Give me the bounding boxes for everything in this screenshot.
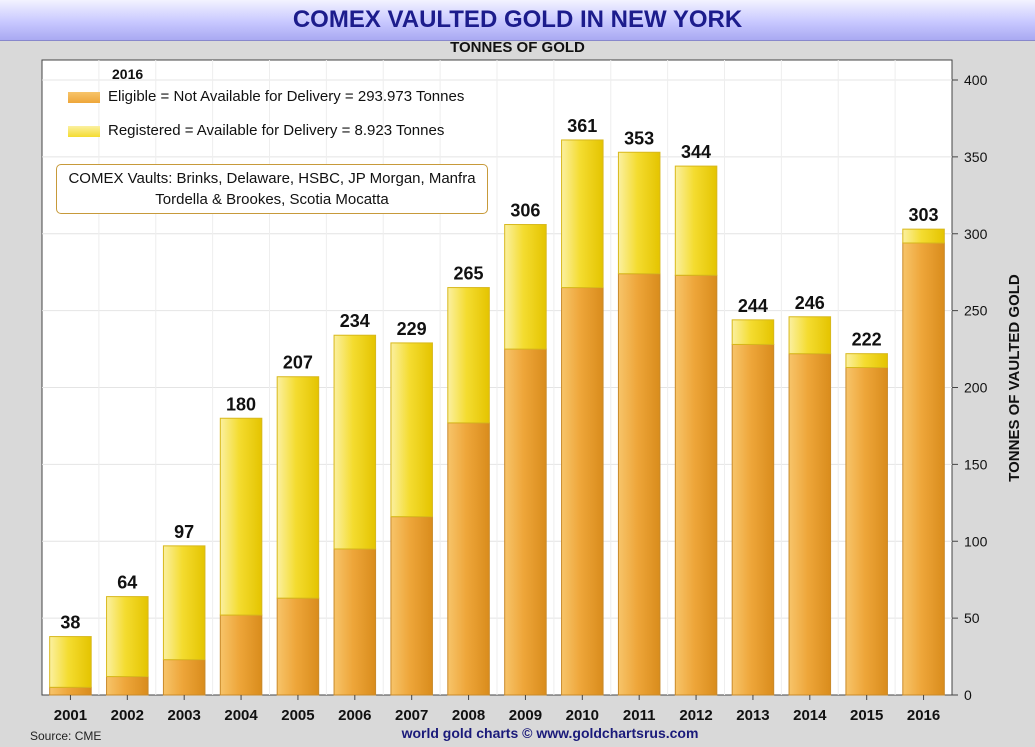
data-label-2015: 222 — [852, 330, 882, 350]
bar-registered-2006 — [333, 334, 377, 550]
x-tick-label-2001: 2001 — [54, 707, 87, 724]
data-label-2008: 265 — [454, 264, 484, 284]
bar-registered-2011 — [617, 151, 661, 275]
data-label-2010: 361 — [567, 116, 597, 136]
bar-registered-2015 — [845, 353, 888, 369]
chart-subtitle: TONNES OF GOLD — [450, 39, 585, 56]
bar-eligible-2004 — [219, 614, 263, 696]
data-label-2011: 353 — [624, 128, 654, 148]
y-tick-label-100: 100 — [964, 533, 988, 549]
bar-eligible-2006 — [333, 548, 377, 696]
x-tick-label-2013: 2013 — [736, 707, 769, 724]
bar-registered-2009 — [504, 224, 547, 350]
bar-eligible-2012 — [674, 274, 718, 696]
bar-registered-2002 — [106, 596, 149, 678]
bar-registered-2010 — [561, 139, 604, 289]
x-tick-label-2014: 2014 — [793, 707, 827, 724]
y-tick-label-300: 300 — [964, 226, 988, 242]
x-tick-label-2009: 2009 — [509, 707, 542, 724]
bar-registered-2016 — [902, 228, 945, 244]
bar-registered-2003 — [162, 545, 206, 661]
legend-swatch-registered — [68, 125, 100, 137]
bar-registered-2008 — [447, 287, 490, 424]
bar-eligible-2014 — [788, 353, 832, 696]
y-axis-label: TONNES OF VAULTED GOLD — [1006, 274, 1023, 482]
bar-registered-2014 — [788, 316, 832, 355]
chart-title: COMEX VAULTED GOLD IN NEW YORK — [0, 0, 1035, 41]
legend-item-eligible: Eligible = Not Available for Delivery = … — [68, 88, 464, 105]
data-label-2001: 38 — [60, 613, 80, 633]
y-tick-label-150: 150 — [964, 456, 988, 472]
bar-eligible-2007 — [390, 516, 433, 696]
x-tick-label-2005: 2005 — [281, 707, 314, 724]
bar-eligible-2015 — [845, 367, 888, 696]
x-tick-label-2015: 2015 — [850, 707, 883, 724]
bar-eligible-2013 — [731, 343, 775, 696]
y-tick-label-200: 200 — [964, 380, 988, 396]
y-tick-label-400: 400 — [964, 72, 988, 88]
y-tick-label-350: 350 — [964, 149, 988, 165]
bar-eligible-2003 — [162, 659, 206, 696]
vaults-note: COMEX Vaults: Brinks, Delaware, HSBC, JP… — [56, 164, 488, 214]
x-tick-label-2012: 2012 — [679, 707, 712, 724]
x-tick-label-2010: 2010 — [566, 707, 599, 724]
bar-eligible-2011 — [617, 273, 661, 696]
credit-line: world gold charts © www.goldchartsrus.co… — [401, 725, 699, 741]
x-tick-label-2003: 2003 — [168, 707, 201, 724]
data-label-2014: 246 — [795, 293, 825, 313]
x-tick-label-2007: 2007 — [395, 707, 428, 724]
legend-label-eligible: Eligible = Not Available for Delivery = … — [108, 88, 465, 105]
source-note: Source: CME — [30, 729, 102, 743]
data-label-2003: 97 — [174, 522, 194, 542]
bar-eligible-2009 — [504, 348, 547, 696]
legend-item-registered: Registered = Available for Delivery = 8.… — [68, 122, 444, 139]
bar-eligible-2002 — [106, 676, 149, 696]
data-label-2002: 64 — [117, 573, 137, 593]
bar-registered-2012 — [674, 165, 718, 276]
bar-registered-2013 — [731, 319, 775, 345]
data-label-2006: 234 — [340, 311, 370, 331]
bar-eligible-2005 — [276, 597, 320, 696]
data-label-2013: 244 — [738, 296, 768, 316]
bar-registered-2005 — [276, 376, 320, 599]
data-label-2016: 303 — [909, 205, 939, 225]
y-tick-label-50: 50 — [964, 610, 980, 626]
legend-swatch-eligible — [68, 91, 100, 103]
data-label-2005: 207 — [283, 353, 313, 373]
x-tick-label-2006: 2006 — [338, 707, 371, 724]
x-tick-label-2008: 2008 — [452, 707, 485, 724]
x-tick-label-2016: 2016 — [907, 707, 940, 724]
x-tick-label-2011: 2011 — [623, 707, 656, 724]
bar-eligible-2016 — [902, 242, 945, 696]
data-label-2007: 229 — [397, 319, 427, 339]
data-label-2012: 344 — [681, 142, 711, 162]
bar-registered-2004 — [219, 417, 263, 616]
legend-year: 2016 — [112, 66, 144, 82]
y-tick-label-250: 250 — [964, 303, 988, 319]
y-tick-label-0: 0 — [964, 687, 972, 703]
legend-label-registered: Registered = Available for Delivery = 8.… — [108, 122, 445, 139]
x-tick-label-2002: 2002 — [111, 707, 144, 724]
x-tick-label-2004: 2004 — [224, 707, 258, 724]
bar-eligible-2001 — [49, 686, 92, 696]
bar-eligible-2010 — [561, 287, 604, 696]
bar-eligible-2008 — [447, 422, 490, 696]
bar-registered-2007 — [390, 342, 433, 518]
bar-registered-2001 — [49, 636, 92, 688]
data-label-2004: 180 — [226, 394, 256, 414]
data-label-2009: 306 — [510, 201, 540, 221]
